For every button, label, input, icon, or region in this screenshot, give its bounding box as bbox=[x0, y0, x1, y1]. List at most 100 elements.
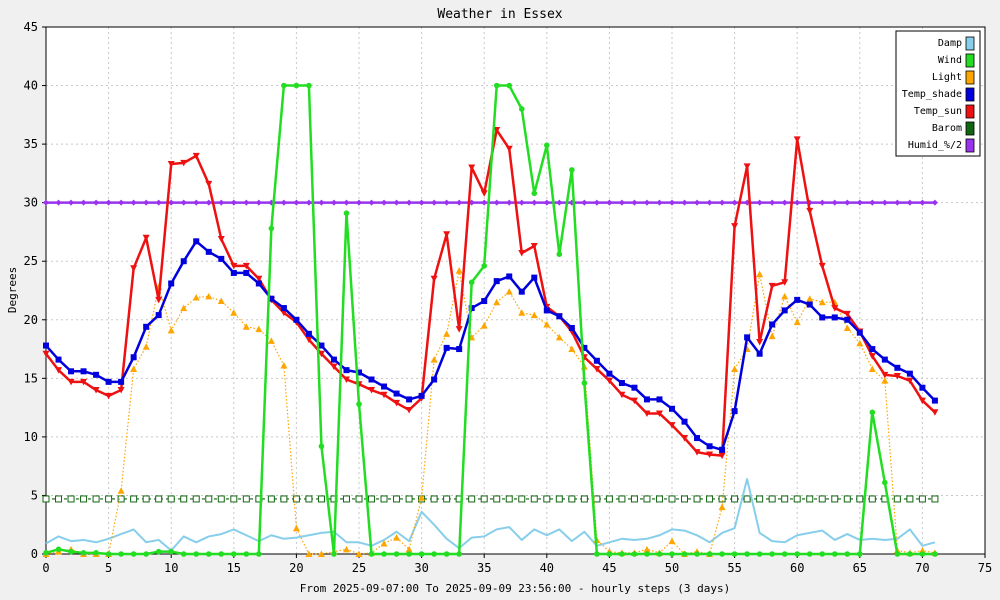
temp-shade-point bbox=[881, 356, 888, 363]
temp-shade-point bbox=[381, 383, 388, 390]
temp-sun-point bbox=[393, 399, 401, 407]
light-point bbox=[242, 323, 250, 330]
light-point bbox=[117, 487, 125, 494]
barom-point bbox=[368, 495, 376, 503]
wind-point bbox=[143, 551, 149, 557]
temp-sun-point bbox=[881, 371, 889, 379]
temp-sun-point bbox=[217, 235, 225, 243]
temp-shade-point bbox=[819, 314, 826, 321]
barom-point bbox=[280, 495, 288, 503]
humid-2-point bbox=[919, 199, 926, 206]
humid-2-point bbox=[781, 199, 788, 206]
barom-point bbox=[918, 495, 926, 503]
humid-2-point bbox=[719, 199, 726, 206]
temp-sun-point bbox=[906, 377, 914, 385]
humid-2-point bbox=[681, 199, 688, 206]
light-point bbox=[192, 294, 200, 301]
barom-point bbox=[380, 495, 388, 503]
temp-shade-point bbox=[305, 330, 312, 337]
temp-shade-point bbox=[356, 369, 362, 376]
barom-point bbox=[305, 495, 313, 503]
wind-point bbox=[681, 551, 688, 557]
light-point bbox=[818, 298, 826, 306]
axes: 0 5 10 15 20 25 30 35 40 45 50 55 60 65 70 75 0 5 10 15 20 25… bbox=[24, 20, 993, 575]
barom-point bbox=[756, 495, 764, 503]
light-point bbox=[518, 309, 526, 316]
humid-2-point bbox=[531, 199, 538, 206]
barom-point bbox=[768, 495, 776, 503]
temp-sun-point bbox=[130, 265, 138, 272]
humid-2-point bbox=[318, 199, 325, 206]
humid-2-point bbox=[168, 199, 175, 206]
light-point bbox=[230, 309, 238, 316]
humid-2-point bbox=[243, 199, 250, 206]
temp-sun-point bbox=[781, 279, 789, 286]
x-tick-label: 50 bbox=[665, 561, 679, 575]
barom-point bbox=[430, 495, 438, 503]
legend-swatch-temp-sun bbox=[965, 104, 975, 119]
light-point bbox=[167, 326, 175, 334]
temp-shade-point bbox=[906, 370, 913, 377]
light-point bbox=[555, 333, 563, 341]
temp-shade-point bbox=[393, 390, 400, 397]
temp-sun-point bbox=[831, 305, 839, 312]
temp-sun-point bbox=[530, 242, 538, 250]
temp-sun-point bbox=[768, 282, 776, 290]
wind-point bbox=[794, 551, 800, 557]
temp-shade-point bbox=[118, 378, 125, 385]
wind-point bbox=[819, 551, 826, 557]
temp-sun-point bbox=[893, 372, 901, 380]
barom-point bbox=[743, 495, 751, 503]
light-point bbox=[205, 292, 213, 300]
temp-shade-point bbox=[593, 357, 600, 364]
x-tick-label: 5 bbox=[105, 561, 112, 575]
series-humid-2 bbox=[43, 199, 938, 206]
humid-2-point bbox=[443, 199, 450, 206]
barom-point bbox=[555, 495, 563, 503]
wind-point bbox=[581, 380, 588, 386]
plot-frame bbox=[45, 26, 986, 555]
light-point bbox=[843, 324, 851, 331]
temp-shade-point bbox=[456, 346, 463, 353]
temp-shade-point bbox=[731, 408, 738, 415]
temp-shade-point bbox=[130, 354, 137, 361]
legend-label-damp: Damp bbox=[938, 38, 962, 49]
temp-shade-point bbox=[869, 346, 876, 353]
humid-2-point bbox=[230, 199, 237, 206]
light-point bbox=[130, 365, 138, 372]
wind-point bbox=[231, 551, 237, 557]
legend-label-humid-2: Humid_%/2 bbox=[908, 140, 962, 151]
humid-2-point bbox=[55, 199, 62, 206]
wind-point bbox=[205, 551, 212, 557]
barom-point bbox=[468, 495, 476, 503]
humid-2-point bbox=[255, 199, 262, 206]
temp-sun-point bbox=[756, 339, 764, 346]
light-point bbox=[530, 311, 538, 319]
barom-point bbox=[493, 495, 501, 503]
temp-sun-point bbox=[843, 310, 851, 318]
barom-point bbox=[543, 495, 551, 503]
humid-2-point bbox=[431, 199, 438, 206]
temp-sun-point bbox=[405, 406, 413, 414]
light-line bbox=[45, 269, 936, 555]
temp-shade-point bbox=[180, 258, 187, 265]
wind-point bbox=[443, 551, 450, 557]
temp-sun-point bbox=[380, 391, 388, 399]
barom-point bbox=[205, 495, 213, 503]
wind-point bbox=[118, 551, 124, 557]
legend-swatch-barom bbox=[965, 121, 975, 136]
wind-point bbox=[80, 550, 87, 556]
wind-point bbox=[744, 551, 750, 557]
humid-2-point bbox=[831, 199, 838, 206]
barom-point bbox=[731, 495, 739, 503]
barom-point bbox=[893, 495, 901, 503]
x-tick-label: 60 bbox=[790, 561, 804, 575]
wind-point bbox=[857, 551, 863, 557]
light-point bbox=[355, 550, 363, 557]
temp-sun-point bbox=[643, 410, 651, 417]
temp-sun-point bbox=[468, 164, 476, 172]
temp-sun-point bbox=[255, 275, 263, 283]
light-point bbox=[793, 318, 801, 326]
light-point bbox=[868, 365, 876, 372]
wind-point bbox=[218, 551, 225, 557]
